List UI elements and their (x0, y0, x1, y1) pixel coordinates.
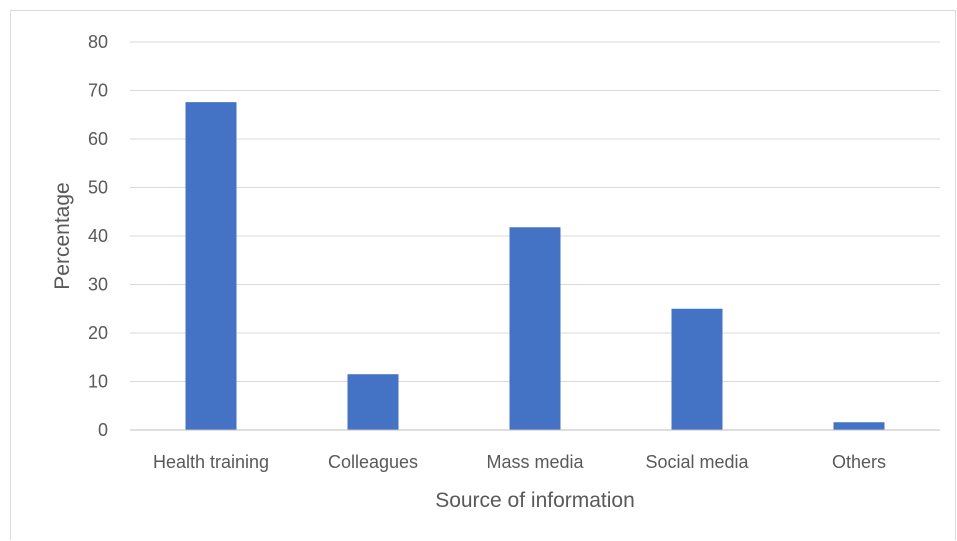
bar-others (833, 422, 885, 430)
bar-social-media (671, 308, 723, 430)
bar-colleagues (347, 374, 399, 430)
chart-area (10, 10, 956, 540)
y-axis-title: Percentage (51, 182, 74, 289)
bars (185, 102, 885, 430)
y-tick-labels: 0 10 20 30 40 50 60 70 80 (88, 32, 108, 440)
bar-health-training (185, 102, 237, 430)
y-tick-label: 60 (88, 129, 108, 149)
y-tick-label: 70 (88, 81, 108, 101)
bar-mass-media (509, 227, 561, 430)
x-tick-label: Others (832, 452, 886, 472)
y-tick-label: 30 (88, 275, 108, 295)
y-tick-label: 10 (88, 372, 108, 392)
x-tick-label: Colleagues (328, 452, 418, 472)
y-tick-label: 20 (88, 323, 108, 343)
x-tick-label: Health training (153, 452, 269, 472)
y-tick-label: 0 (98, 420, 108, 440)
x-tick-label: Social media (645, 452, 749, 472)
x-tick-label: Mass media (486, 452, 584, 472)
y-tick-label: 40 (88, 226, 108, 246)
y-tick-label: 80 (88, 32, 108, 52)
x-tick-labels: Health training Colleagues Mass media Socia… (153, 452, 886, 472)
y-tick-label: 50 (88, 178, 108, 198)
x-axis-title: Source of information (435, 489, 635, 512)
